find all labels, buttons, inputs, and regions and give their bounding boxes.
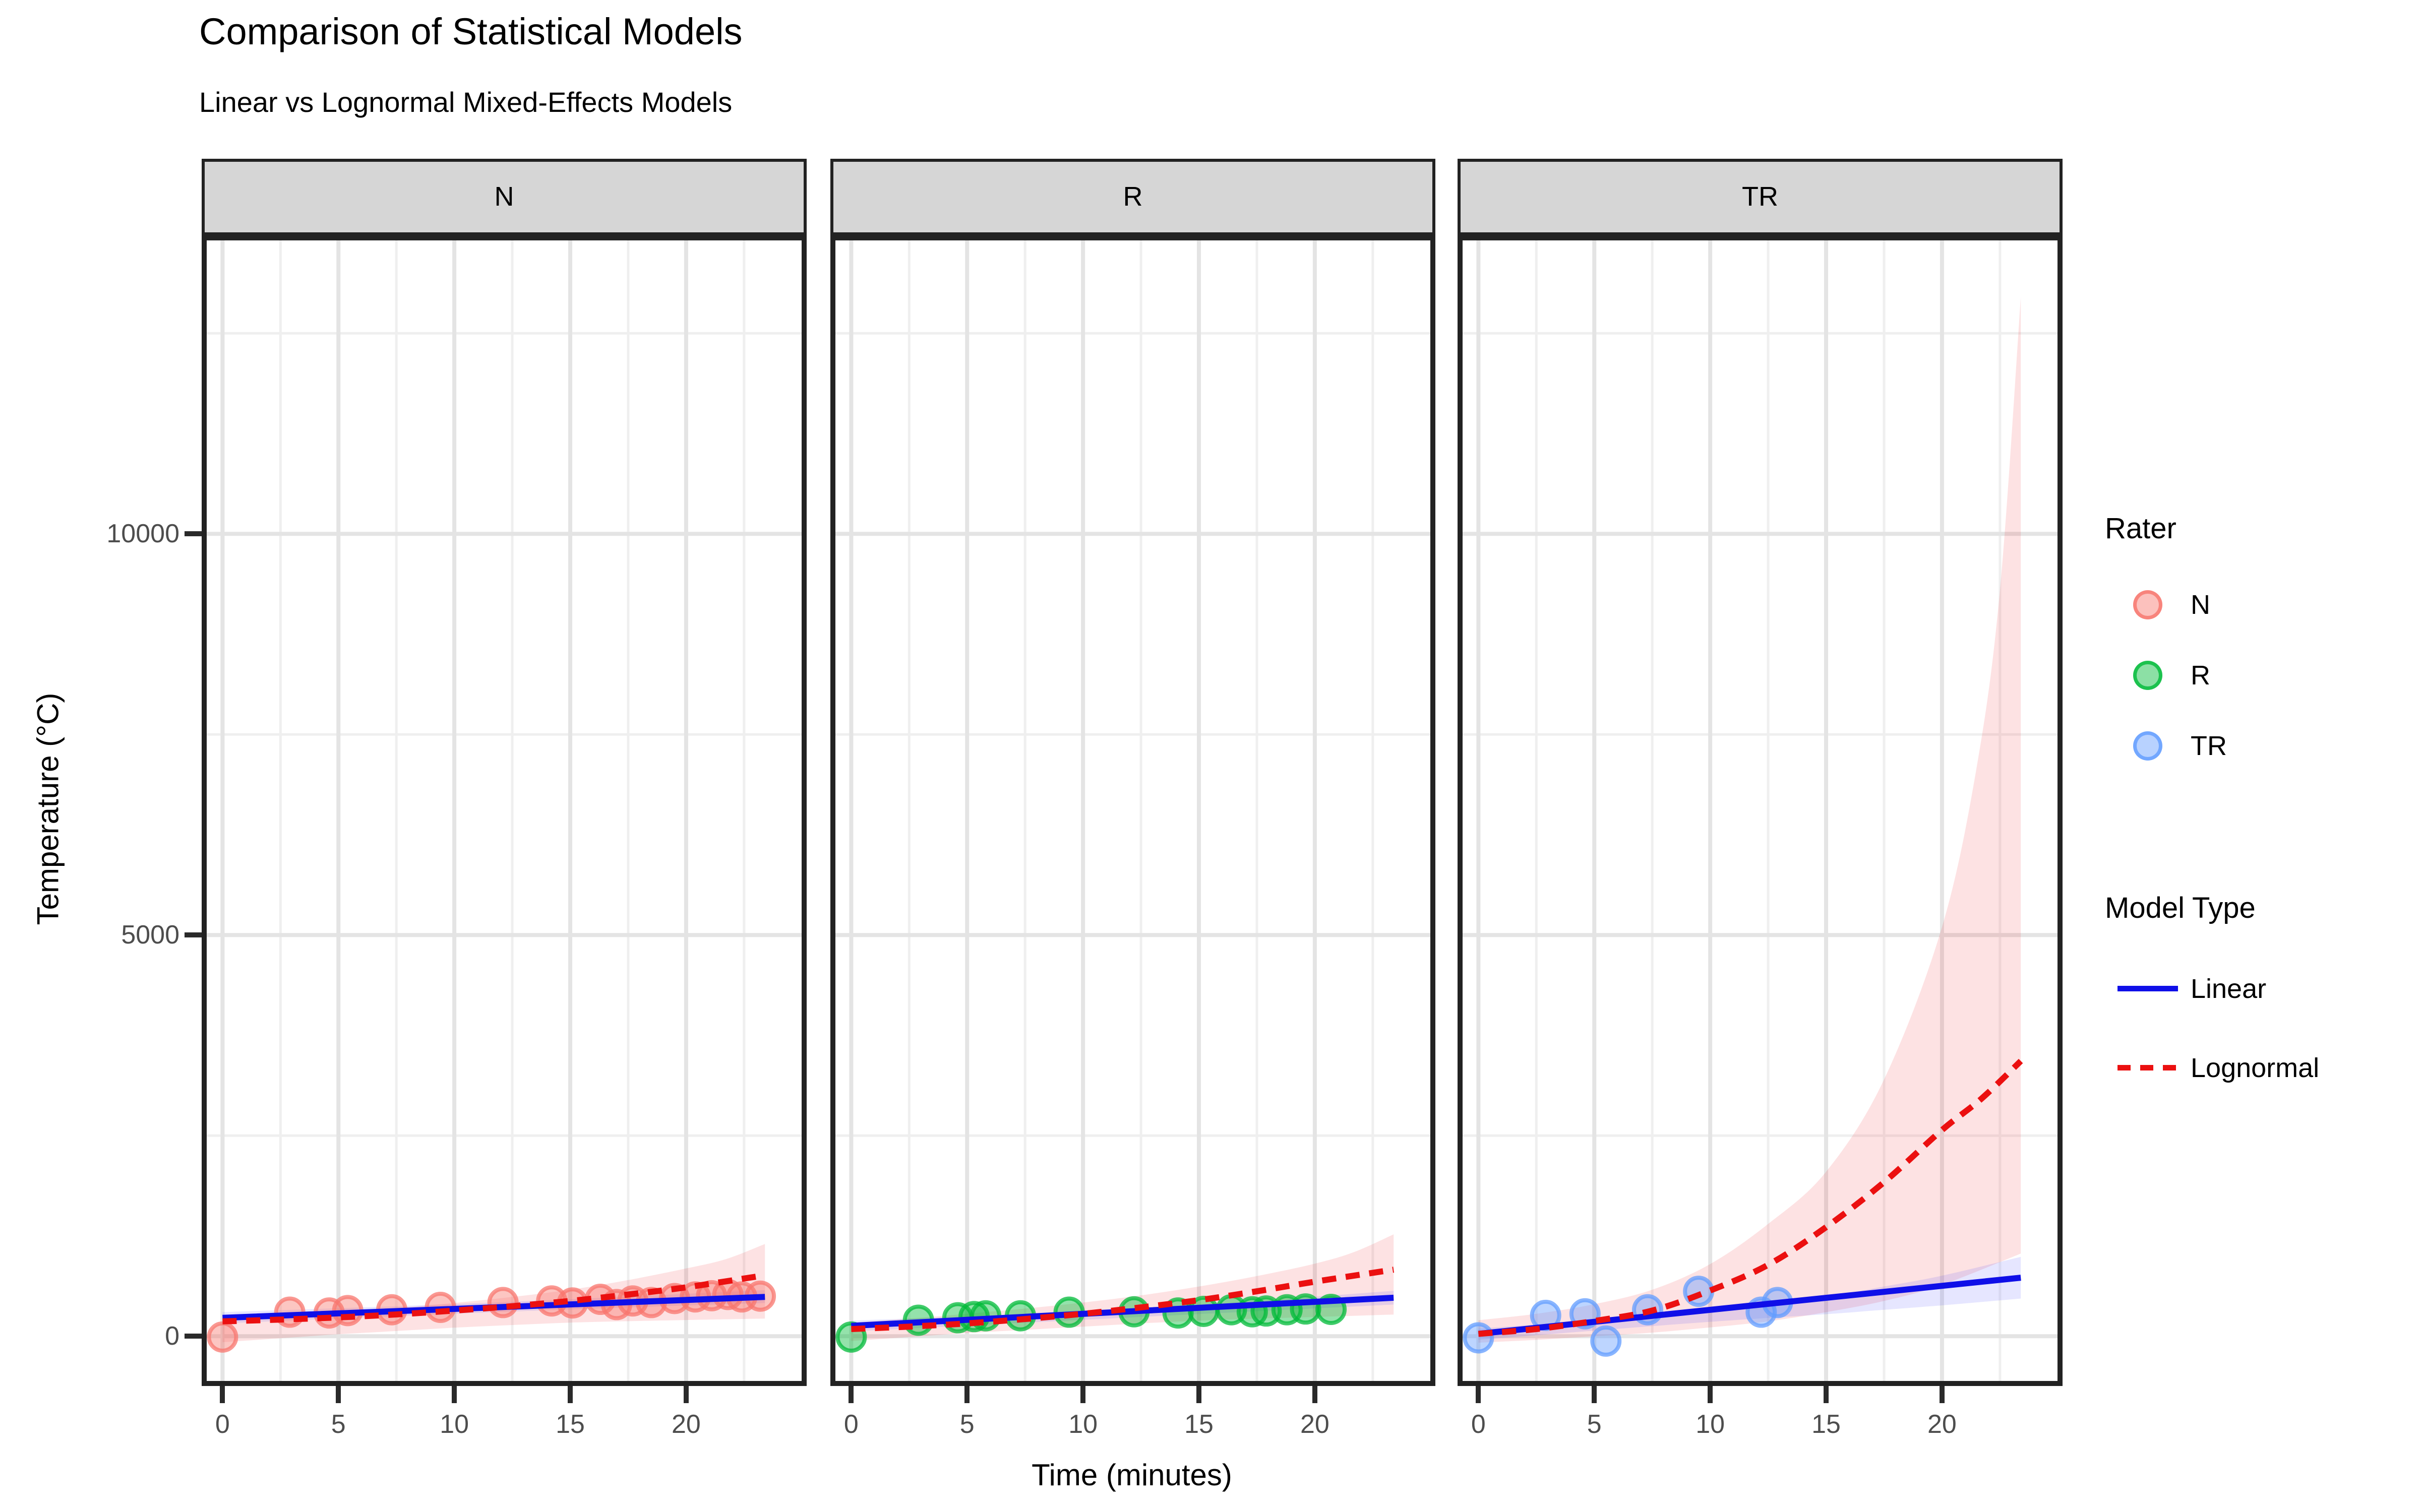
x-tick-label: 15: [556, 1410, 585, 1439]
lognormal-fit-line: [1478, 1058, 2023, 1337]
facet-strip-tr: TR: [1458, 159, 2063, 235]
legend-item-rater-r: R: [2105, 640, 2417, 711]
x-tick-label: 10: [440, 1410, 469, 1439]
y-tick-mark: [185, 932, 202, 938]
legend-rater: Rater N R TR: [2105, 512, 2417, 781]
y-axis-title: Temperature (°C): [31, 692, 65, 925]
panel-tr: [1458, 235, 2063, 1386]
lognormal-fit-line: [222, 1272, 766, 1325]
x-tick-mark: [1708, 1386, 1713, 1403]
legend-model-type-title: Model Type: [2105, 892, 2256, 924]
data-point: [1590, 1325, 1622, 1357]
x-tick-mark: [1080, 1386, 1086, 1403]
y-tick-mark: [185, 1334, 202, 1339]
legend-label: R: [2191, 660, 2210, 690]
x-tick-label: 5: [331, 1410, 346, 1439]
x-tick-mark: [1476, 1386, 1481, 1403]
panel-n: [202, 235, 807, 1386]
x-tick-label: 10: [1068, 1410, 1098, 1439]
x-tick-mark: [849, 1386, 854, 1403]
legend-label: TR: [2191, 731, 2227, 761]
x-tick-mark: [1592, 1386, 1597, 1403]
solid-line-icon: [2118, 986, 2178, 991]
x-tick-label: 20: [671, 1410, 701, 1439]
x-tick-label: 20: [1300, 1410, 1329, 1439]
rater-point-icon: [2133, 661, 2162, 690]
x-tick-label: 15: [1184, 1410, 1214, 1439]
x-tick-mark: [568, 1386, 573, 1403]
legend-item-model-lognormal: Lognormal: [2105, 1028, 2417, 1107]
rater-point-icon: [2133, 590, 2162, 619]
x-tick-label: 10: [1696, 1410, 1725, 1439]
facet-strip-n: N: [202, 159, 807, 235]
x-tick-label: 5: [959, 1410, 975, 1439]
y-tick-mark: [185, 531, 202, 537]
x-tick-mark: [1196, 1386, 1202, 1403]
x-tick-label: 15: [1811, 1410, 1841, 1439]
x-tick-mark: [220, 1386, 225, 1403]
x-tick-label: 0: [1471, 1410, 1486, 1439]
x-tick-mark: [452, 1386, 457, 1403]
x-tick-mark: [1824, 1386, 1829, 1403]
x-tick-mark: [336, 1386, 341, 1403]
facet-strip-r: R: [830, 159, 1435, 235]
page-subtitle: Linear vs Lognormal Mixed-Effects Models: [199, 86, 733, 118]
x-tick-label: 5: [1587, 1410, 1602, 1439]
legend-rater-title: Rater: [2105, 512, 2176, 545]
x-tick-mark: [964, 1386, 970, 1403]
page-title: Comparison of Statistical Models: [199, 11, 743, 52]
rater-point-icon: [2133, 731, 2162, 761]
panel-r: [830, 235, 1435, 1386]
lognormal-fit-line: [851, 1267, 1395, 1332]
data-point: [207, 1321, 238, 1353]
x-tick-label: 0: [215, 1410, 230, 1439]
legend-model-type: Model Type Linear Lognormal: [2105, 891, 2417, 1107]
x-tick-label: 0: [843, 1410, 859, 1439]
legend-label: Linear: [2191, 973, 2267, 1004]
x-tick-mark: [1939, 1386, 1945, 1403]
x-axis-title: Time (minutes): [1032, 1458, 1232, 1492]
x-tick-label: 20: [1927, 1410, 1957, 1439]
dashed-line-icon: [2118, 1065, 2178, 1070]
y-tick-label: 0: [165, 1321, 179, 1351]
x-tick-mark: [683, 1386, 689, 1403]
legend-item-rater-tr: TR: [2105, 711, 2417, 781]
legend-item-model-linear: Linear: [2105, 949, 2417, 1028]
legend-label: N: [2191, 590, 2210, 620]
data-point: [1463, 1322, 1494, 1354]
y-tick-label: 5000: [121, 920, 179, 950]
x-tick-mark: [1312, 1386, 1317, 1403]
legend-item-rater-n: N: [2105, 570, 2417, 640]
legend-label: Lognormal: [2191, 1052, 2320, 1083]
y-tick-label: 10000: [106, 519, 179, 549]
data-point: [487, 1287, 519, 1318]
lognormal-ci-ribbon: [1478, 297, 2021, 1343]
